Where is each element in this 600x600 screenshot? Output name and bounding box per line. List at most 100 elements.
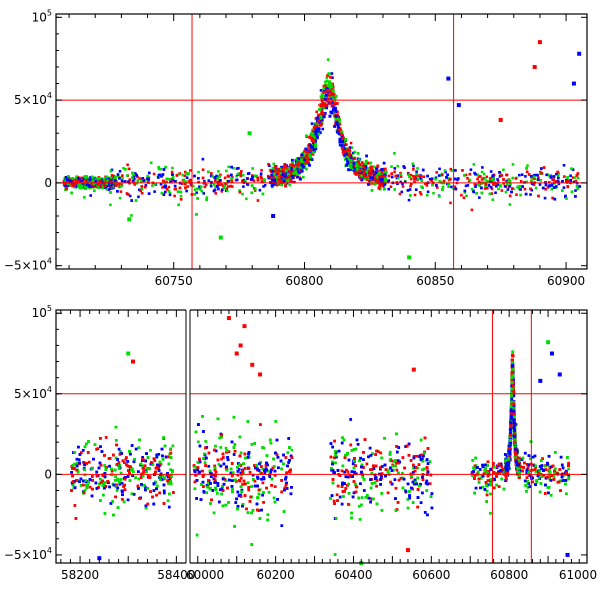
data-point-red (344, 149, 348, 153)
data-point-red (540, 172, 544, 175)
data-point-red (362, 162, 366, 166)
data-point-red (409, 173, 413, 177)
data-point-blue (272, 178, 276, 182)
data-point-green (491, 198, 495, 201)
outlier-point (532, 64, 537, 69)
data-point-red (117, 182, 121, 185)
data-point-blue (421, 168, 425, 172)
data-point-green (484, 184, 487, 188)
data-point-red (240, 170, 243, 173)
data-point-blue (227, 179, 230, 183)
data-point-blue (496, 183, 500, 186)
data-point-blue (163, 190, 167, 194)
data-point-red (292, 165, 296, 169)
data-point-blue (349, 167, 353, 171)
data-point-green (376, 173, 380, 177)
data-point-red (216, 183, 220, 186)
data-point-blue (498, 171, 501, 174)
data-point-red (378, 175, 382, 179)
x-tick-label: 60900 (547, 274, 585, 288)
data-point-green (322, 95, 326, 99)
data-point-red (477, 175, 481, 178)
data-point-blue (348, 146, 352, 149)
data-point-red (311, 130, 315, 134)
data-point-blue (345, 163, 349, 167)
data-point-green (431, 183, 434, 187)
data-point-blue (78, 178, 82, 182)
data-point-green (73, 185, 76, 189)
data-point-green (326, 84, 330, 88)
data-point-blue (400, 190, 404, 194)
data-point-blue (557, 182, 561, 186)
data-point-red (376, 164, 380, 168)
data-point-green (278, 167, 282, 171)
data-point-blue (345, 152, 349, 156)
data-point-green (179, 194, 183, 198)
data-point-green (393, 152, 396, 155)
data-point-red (332, 92, 336, 96)
data-point-red (311, 152, 315, 156)
outlier-point (446, 76, 451, 81)
data-point-green (507, 178, 511, 182)
data-point-red (369, 168, 373, 172)
data-point-red (289, 163, 293, 167)
data-point-red (328, 89, 332, 93)
data-point-red (317, 113, 321, 117)
data-point-blue (530, 182, 534, 185)
data-point-green (131, 176, 134, 180)
data-point-green (197, 170, 200, 174)
data-point-green (498, 184, 502, 187)
data-point-blue (88, 185, 91, 188)
data-point-green (244, 179, 247, 183)
data-point-red (327, 93, 331, 97)
data-point-blue (132, 175, 136, 179)
data-point-green (508, 180, 512, 184)
data-point-blue (540, 167, 543, 170)
data-point-green (157, 165, 160, 169)
data-point-green (126, 174, 129, 177)
data-point-blue (338, 140, 342, 144)
data-point-red (213, 179, 217, 183)
data-point-blue (556, 180, 560, 183)
bottom-points (70, 316, 571, 565)
data-point-red (259, 175, 263, 178)
data-point-blue (325, 106, 329, 110)
outlier-point (247, 131, 252, 136)
data-point-green (78, 186, 82, 190)
data-point-red (387, 174, 391, 178)
data-point-green (227, 165, 230, 169)
data-point-blue (282, 179, 286, 183)
data-point-blue (430, 177, 434, 181)
data-point-green (516, 185, 520, 189)
data-point-blue (157, 173, 161, 177)
data-point-green (193, 193, 197, 196)
data-point-blue (498, 175, 502, 178)
data-point-red (183, 174, 187, 178)
data-point-red (119, 190, 123, 193)
data-point-green (325, 76, 329, 80)
data-point-blue (147, 171, 151, 175)
data-point-green (140, 180, 143, 184)
data-point-green (393, 188, 396, 191)
data-point-red (359, 176, 363, 180)
data-point-green (557, 172, 560, 175)
data-point-green (384, 177, 388, 181)
data-point-green (286, 173, 290, 177)
data-point-green (222, 186, 226, 190)
data-point-blue (290, 167, 294, 171)
data-point-red (401, 185, 405, 188)
data-point-blue (554, 185, 558, 188)
data-point-blue (364, 172, 368, 176)
data-point-red (565, 180, 568, 183)
data-point-red (349, 141, 353, 145)
data-point-red (519, 179, 523, 183)
data-point-green (218, 174, 221, 178)
data-point-green (100, 177, 103, 180)
data-point-green (434, 178, 437, 181)
data-point-green (151, 184, 154, 188)
data-point-green (355, 167, 359, 171)
data-point-red (189, 169, 192, 172)
data-point-green (534, 186, 538, 190)
data-point-red (399, 175, 403, 179)
data-point-green (382, 171, 386, 174)
